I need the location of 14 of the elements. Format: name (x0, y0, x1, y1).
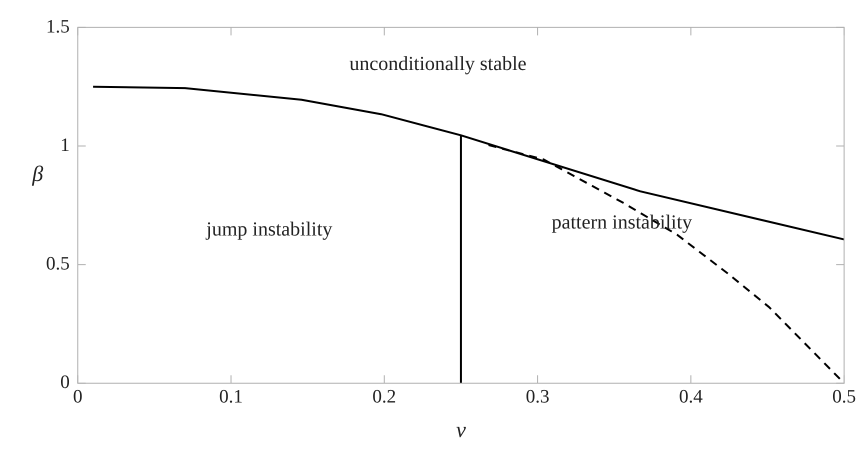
x-tick-label: 0.3 (526, 386, 550, 408)
y-tick-label: 0.5 (46, 254, 70, 275)
annotation: jump instability (205, 218, 332, 240)
x-tick-label: 0.1 (219, 386, 243, 408)
x-tick-label: 0.5 (832, 386, 856, 408)
x-tick-label: 0.4 (678, 386, 704, 408)
y-tick-label: 0 (60, 372, 70, 394)
annotation: pattern instability (552, 211, 692, 234)
x-axis-title: ν (456, 416, 466, 442)
y-tick-label: 1 (60, 134, 70, 156)
annotation: unconditionally stable (349, 53, 527, 76)
y-axis-title: β (31, 161, 44, 186)
y-tick-label: 1.5 (46, 16, 70, 38)
x-tick-label: 0.2 (372, 386, 396, 408)
